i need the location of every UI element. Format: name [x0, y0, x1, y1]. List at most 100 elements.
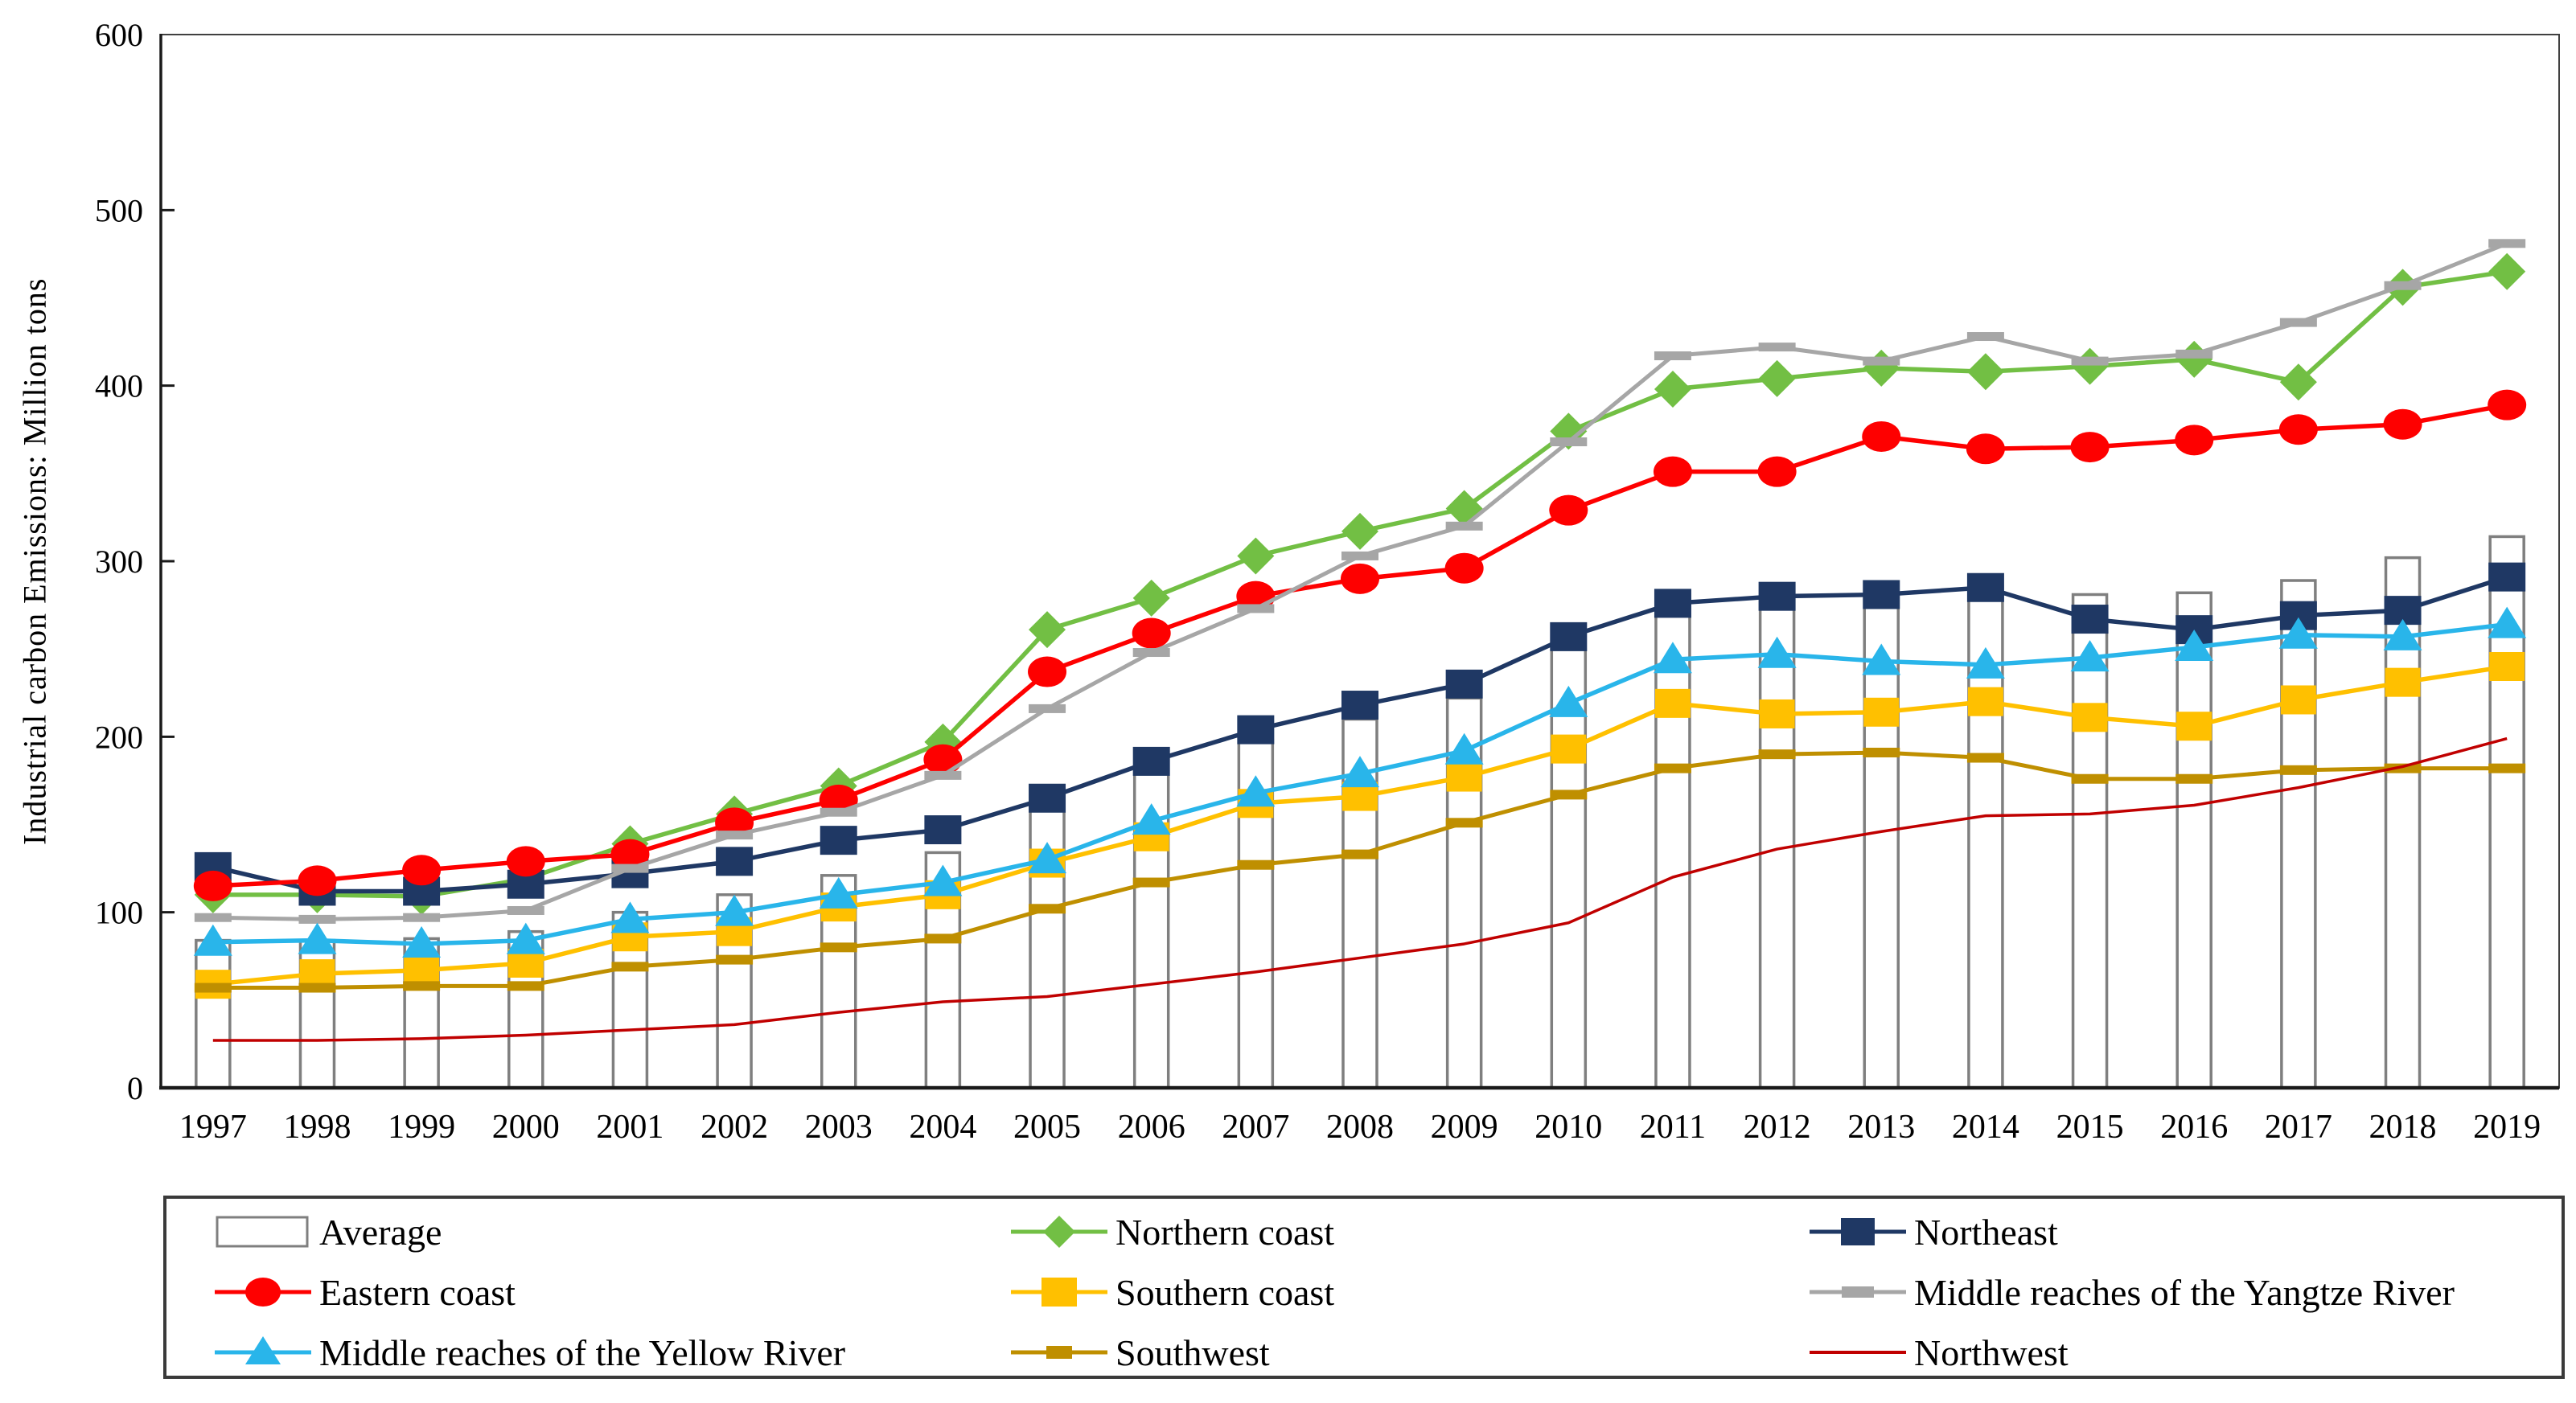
marker: [1863, 580, 1900, 609]
marker: [2175, 349, 2213, 359]
marker: [402, 855, 442, 886]
y-tick-label: 200: [95, 719, 143, 755]
legend-marker-navy-square-icon: [1810, 1218, 1906, 1245]
x-tick-label: 2000: [492, 1109, 560, 1146]
marker: [2488, 252, 2526, 290]
marker: [1132, 803, 1171, 835]
y-tick-label: 600: [95, 17, 143, 53]
marker: [1966, 433, 2005, 465]
legend-glyph: [215, 1278, 311, 1307]
marker: [1758, 581, 1796, 611]
legend: Average Northern coast Northeast Eastern…: [163, 1196, 2565, 1379]
marker: [1341, 512, 1378, 550]
marker: [2278, 617, 2318, 649]
marker: [1863, 349, 1900, 387]
legend-bar-swatch: [216, 1216, 309, 1248]
x-tick-label: 2003: [805, 1109, 873, 1146]
bar: [1758, 594, 1796, 1089]
marker: [1551, 734, 1587, 764]
marker: [923, 864, 963, 896]
marker: [1758, 749, 1796, 760]
marker: [403, 913, 441, 922]
marker: [1341, 691, 1378, 720]
series-middle-reaches-of-the-yangtze-river: [194, 239, 2526, 924]
bar: [2071, 593, 2109, 1089]
x-tick-label: 2013: [1847, 1109, 1915, 1146]
legend-label: Average: [319, 1211, 442, 1253]
marker: [1653, 642, 1692, 674]
marker: [1550, 437, 1588, 447]
marker: [1966, 572, 2004, 602]
x-tick-label: 1999: [388, 1109, 455, 1146]
legend-label: Southwest: [1115, 1331, 1270, 1373]
legend-swatch-average-bar: [216, 1216, 309, 1248]
marker: [2488, 763, 2526, 773]
legend-marker-darkgold-dash-icon: [1011, 1346, 1107, 1359]
marker: [1757, 636, 1797, 668]
x-tick-label: 2006: [1118, 1109, 1185, 1146]
x-tick-label: 2015: [2056, 1109, 2124, 1146]
x-tick-label: 2017: [2265, 1109, 2332, 1146]
marker: [2070, 640, 2110, 672]
marker: [2489, 652, 2525, 681]
y-tick-label: 500: [95, 192, 143, 228]
marker: [1445, 818, 1483, 828]
legend-glyph: [1011, 1216, 1107, 1248]
marker: [1862, 643, 1901, 675]
marker: [1654, 688, 1691, 718]
marker: [1549, 685, 1588, 717]
marker: [1758, 359, 1796, 397]
marker: [298, 922, 337, 954]
marker: [1550, 622, 1588, 651]
x-tick-label: 2002: [700, 1109, 768, 1146]
y-axis-title: Industrial carbon Emissions: Million ton…: [16, 277, 53, 845]
marker: [1862, 420, 1901, 452]
marker: [2488, 239, 2526, 248]
marker: [610, 901, 650, 933]
marker: [1132, 877, 1170, 888]
x-tick-label: 1997: [179, 1109, 247, 1146]
legend-glyph: [1011, 1278, 1107, 1307]
marker: [506, 922, 545, 954]
marker: [1967, 687, 2003, 716]
marker: [924, 770, 962, 780]
marker: [1237, 604, 1275, 613]
x-tick-label: 2004: [909, 1109, 976, 1146]
y-tick-label: 400: [95, 368, 143, 404]
marker: [245, 1336, 281, 1364]
legend-marker-darkred-line-icon: [1810, 1351, 1906, 1354]
marker: [1842, 1286, 1874, 1298]
y-tick-label: 300: [95, 544, 143, 580]
marker: [1966, 753, 2004, 763]
legend-item-average: Average: [215, 1211, 442, 1253]
marker: [1863, 697, 1900, 727]
x-tick-label: 2007: [1222, 1109, 1289, 1146]
marker: [1132, 579, 1170, 617]
legend-marker-diamond-icon: [1011, 1216, 1107, 1248]
marker: [1237, 859, 1275, 870]
marker: [1341, 756, 1379, 788]
marker: [1029, 904, 1066, 914]
marker: [2279, 363, 2317, 401]
series-line: [212, 736, 2508, 1042]
marker: [1029, 704, 1066, 713]
y-tick-label: 0: [127, 1070, 143, 1106]
marker: [245, 1278, 281, 1307]
marker: [716, 831, 754, 840]
marker: [2488, 389, 2527, 420]
bar: [1550, 647, 1588, 1089]
series-middle-reaches-of-the-yellow-river: [193, 606, 2527, 958]
marker: [1446, 762, 1482, 792]
marker: [1653, 456, 1692, 487]
marker: [2175, 629, 2214, 661]
legend-item-southwest: Southwest: [1011, 1331, 1270, 1373]
legend-label: Northwest: [1914, 1331, 2069, 1373]
legend-marker-blue-triangle-icon: [215, 1336, 311, 1364]
marker: [1236, 775, 1276, 807]
marker: [1132, 746, 1170, 776]
marker: [402, 925, 442, 958]
marker: [1029, 611, 1066, 649]
marker: [507, 981, 544, 991]
legend-label: Middle reaches of the Yellow River: [319, 1331, 846, 1373]
